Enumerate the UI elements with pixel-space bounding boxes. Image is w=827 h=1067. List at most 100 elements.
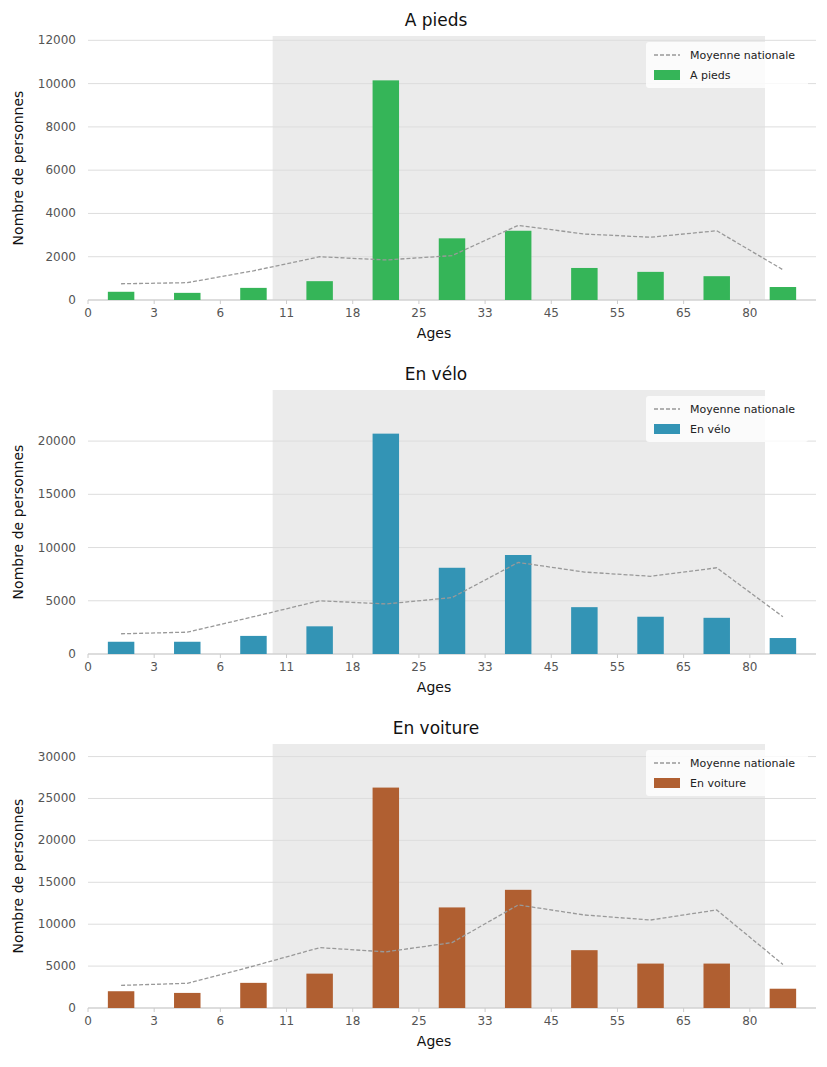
highlight-band [273,36,765,300]
x-tick-label: 33 [477,306,492,320]
y-tick-label: 12000 [38,33,76,47]
x-tick-label: 80 [742,306,757,320]
panel: 0200040006000800010000120000361118253345… [10,10,816,341]
legend-label: Moyenne nationale [690,403,795,416]
x-tick-label: 80 [742,660,757,674]
y-tick-label: 10000 [38,541,76,555]
grid-line [88,213,816,214]
x-tick [683,300,684,304]
x-tick-label: 11 [279,660,294,674]
x-tick-label: 45 [544,660,559,674]
x-tick [286,1008,287,1012]
bar [306,626,332,654]
line [121,225,783,283]
x-tick [88,300,89,304]
x-tick-label: 0 [84,306,92,320]
chart-title: En voiture [393,718,480,738]
y-axis-label: Nombre de personnes [10,445,26,600]
legend-label: En voiture [690,777,746,790]
x-tick [683,654,684,658]
x-tick [749,300,750,304]
x-tick [418,654,419,658]
x-tick-label: 45 [544,306,559,320]
x-tick-label: 33 [477,1014,492,1028]
legend-swatch [654,778,680,788]
x-axis-label: Ages [417,679,451,695]
x-tick-label: 65 [676,306,691,320]
y-tick-label: 15000 [38,487,76,501]
y-tick-label: 10000 [38,77,76,91]
bar [439,568,465,654]
legend-label: En vélo [690,423,731,436]
panel: 050001000015000200000361118253345556580E… [10,364,816,695]
x-tick [88,654,89,658]
legend-swatch [654,408,680,409]
x-tick-label: 80 [742,1014,757,1028]
x-tick-label: 3 [150,660,158,674]
bar [505,890,531,1008]
bar [108,292,134,300]
bar [637,272,663,300]
line [121,905,783,985]
x-tick [220,300,221,304]
y-tick-label: 0 [68,647,76,661]
bar [240,983,266,1008]
grid-line [88,494,816,495]
chart-title: A pieds [405,10,468,30]
x-tick [286,300,287,304]
y-tick-label: 20000 [38,833,76,847]
bar [571,950,597,1008]
x-tick-label: 6 [217,306,225,320]
x-tick [617,300,618,304]
x-tick [418,1008,419,1012]
x-tick [352,654,353,658]
bar [505,231,531,300]
x-tick-label: 11 [279,306,294,320]
x-tick [617,654,618,658]
legend: Moyenne nationaleA pieds [646,42,808,88]
x-tick [551,654,552,658]
y-tick-label: 2000 [45,250,76,264]
legend-label: Moyenne nationale [690,49,795,62]
grid-line [88,882,816,883]
bar [703,964,729,1008]
x-tick [485,1008,486,1012]
y-tick-label: 5000 [45,959,76,973]
y-tick-label: 6000 [45,163,76,177]
legend-box [646,42,808,88]
y-tick-label: 0 [68,1001,76,1015]
marks [108,788,796,1008]
bar [703,618,729,654]
x-tick-label: 6 [217,1014,225,1028]
x-tick [617,1008,618,1012]
panel: 0500010000150002000025000300000361118253… [10,718,816,1049]
bar [174,293,200,300]
y-tick-label: 30000 [38,750,76,764]
x-tick [485,654,486,658]
grid-line [88,547,816,548]
bar [108,991,134,1008]
x-tick-label: 55 [610,306,625,320]
bar [637,617,663,654]
x-tick-label: 33 [477,660,492,674]
x-tick [352,1008,353,1012]
y-tick-label: 4000 [45,206,76,220]
grid-line [88,798,816,799]
y-axis-label: Nombre de personnes [10,91,26,246]
x-tick-label: 25 [411,1014,426,1028]
bar [770,287,796,300]
bar [770,989,796,1008]
x-tick-label: 45 [544,1014,559,1028]
grid-line [88,840,816,841]
x-tick [154,1008,155,1012]
x-tick [749,1008,750,1012]
x-tick [220,654,221,658]
x-tick-label: 18 [345,1014,360,1028]
legend-swatch [654,54,680,55]
x-tick [749,654,750,658]
x-axis-label: Ages [417,1033,451,1049]
line [121,562,783,633]
y-tick-label: 15000 [38,875,76,889]
x-tick-label: 55 [610,1014,625,1028]
bar [373,788,399,1008]
